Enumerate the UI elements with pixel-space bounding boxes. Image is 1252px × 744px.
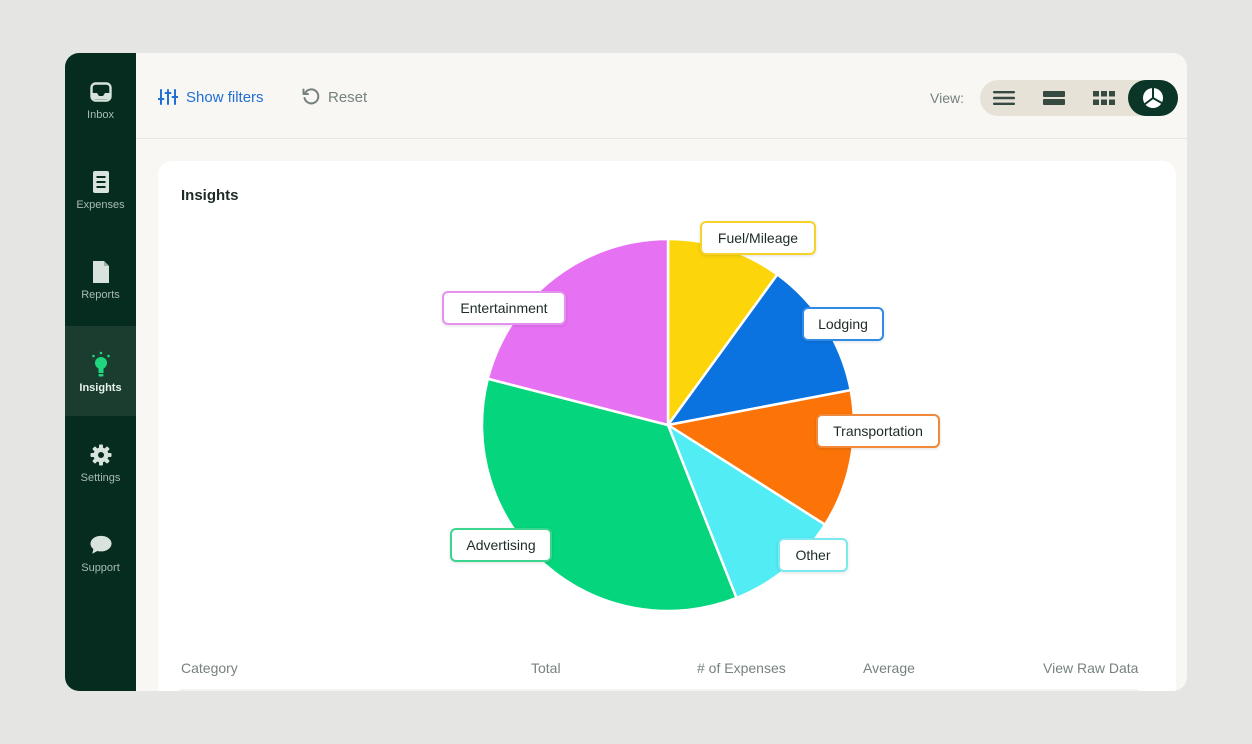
sidebar-item-label: Settings	[80, 472, 121, 484]
pie-label-transportation[interactable]: Transportation	[816, 414, 940, 448]
app-window: Inbox Expenses Reports Insights Settings	[65, 53, 1187, 691]
pie-slice-entertainment[interactable]	[486, 237, 670, 427]
sidebar-item-label: Expenses	[76, 199, 125, 211]
column-header-average[interactable]: Average	[863, 660, 915, 676]
pie-label-advertising[interactable]: Advertising	[450, 528, 552, 562]
lightbulb-icon	[90, 351, 112, 377]
grid-view-icon	[1093, 91, 1115, 105]
sidebar-item-label: Inbox	[87, 109, 114, 121]
show-filters-label: Show filters	[186, 88, 264, 106]
compact-view-icon	[1043, 90, 1065, 106]
pie-chart-view-icon	[1142, 87, 1164, 109]
receipt-icon	[90, 171, 112, 193]
expense-pie-chart	[480, 237, 856, 613]
list-view-button[interactable]	[980, 80, 1028, 116]
sidebar: Inbox Expenses Reports Insights Settings	[65, 53, 136, 691]
pie-chart-view-button[interactable]	[1128, 80, 1178, 116]
grid-view-button[interactable]	[1080, 80, 1128, 116]
pie-label-entertainment[interactable]: Entertainment	[442, 291, 566, 325]
sidebar-item-inbox[interactable]: Inbox	[65, 53, 136, 143]
undo-icon	[302, 88, 320, 106]
sidebar-item-reports[interactable]: Reports	[65, 233, 136, 323]
show-filters-button[interactable]: Show filters	[158, 88, 264, 106]
pie-label-lodging[interactable]: Lodging	[802, 307, 884, 341]
sidebar-item-label: Support	[81, 562, 120, 574]
list-view-icon	[993, 90, 1015, 106]
view-label: View:	[930, 90, 964, 106]
reset-label: Reset	[328, 88, 368, 106]
sidebar-item-support[interactable]: Support	[65, 506, 136, 596]
reset-button[interactable]: Reset	[302, 88, 367, 106]
sidebar-item-label: Insights	[79, 382, 122, 394]
sidebar-item-label: Reports	[81, 289, 120, 301]
document-icon	[90, 261, 112, 283]
compact-view-button[interactable]	[1030, 80, 1078, 116]
sidebar-item-insights[interactable]: Insights	[65, 326, 136, 416]
sliders-icon	[158, 88, 178, 106]
table-row[interactable]	[178, 689, 1140, 691]
column-header-view-raw-data[interactable]: View Raw Data	[1043, 660, 1139, 676]
sidebar-item-settings[interactable]: Settings	[65, 416, 136, 506]
pie-label-other[interactable]: Other	[778, 538, 848, 572]
pie-slice-transportation[interactable]	[664, 388, 856, 527]
insights-card: Insights Fuel/Mileage Lodging Transportati…	[158, 161, 1176, 691]
inbox-icon	[89, 81, 112, 103]
column-header-category[interactable]: Category	[181, 660, 238, 676]
pie-label-fuel-mileage[interactable]: Fuel/Mileage	[700, 221, 816, 255]
column-header-total[interactable]: Total	[531, 660, 561, 676]
toolbar: Show filters Reset View:	[136, 53, 1187, 139]
insights-title: Insights	[181, 187, 239, 204]
view-switcher	[980, 80, 1178, 116]
chat-bubble-icon	[89, 534, 112, 556]
column-header-expense-count[interactable]: # of Expenses	[697, 660, 786, 676]
sidebar-item-expenses[interactable]: Expenses	[65, 143, 136, 233]
gear-icon	[90, 444, 112, 466]
